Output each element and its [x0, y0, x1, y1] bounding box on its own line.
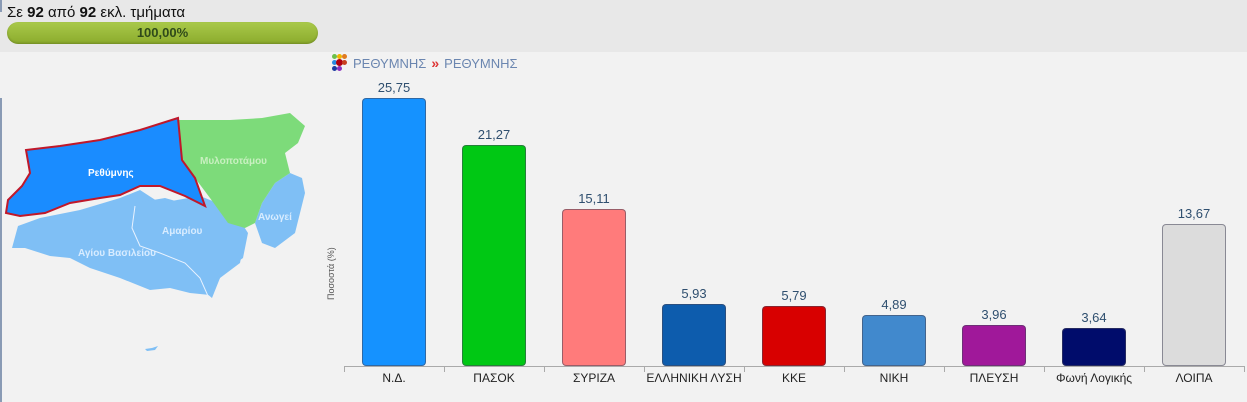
breadcrumb: ΡΕΘΥΜΝΗΣ » ΡΕΘΥΜΝΗΣ	[332, 53, 518, 73]
x-axis-category-label: Ν.Δ.	[382, 371, 406, 385]
map-region-anogeion[interactable]	[255, 173, 305, 248]
bar[interactable]	[462, 145, 526, 366]
bar[interactable]	[1062, 328, 1126, 366]
x-axis-tick	[644, 366, 645, 372]
bar-value-label: 25,75	[377, 80, 411, 95]
map-region-rethymnis[interactable]	[4, 116, 207, 218]
x-axis	[344, 366, 1244, 367]
bar-value-label: 4,89	[881, 297, 907, 312]
bar[interactable]	[562, 209, 626, 366]
counter-prefix: Σε	[7, 4, 23, 21]
bar-value-label: 15,11	[578, 191, 610, 206]
map-islet	[145, 346, 158, 351]
map-label-rethymnis: Ρεθύμνης	[88, 168, 134, 179]
x-axis-tick	[1044, 366, 1045, 372]
bar[interactable]	[862, 315, 926, 366]
progress-label: 100,00%	[136, 25, 189, 40]
breadcrumb-level-2[interactable]: ΡΕΘΥΜΝΗΣ	[444, 55, 518, 71]
left-border	[0, 98, 2, 402]
x-axis-category-label: ΛΟΙΠΑ	[1175, 371, 1213, 385]
x-axis-tick	[1144, 366, 1145, 372]
map-region-amariou[interactable]	[135, 198, 248, 298]
x-axis-tick	[444, 366, 445, 372]
map-label-amariou: Αμαρίου	[162, 226, 203, 237]
bar-value-label: 3,96	[981, 307, 1007, 322]
map-river	[131, 205, 209, 297]
x-axis-tick	[944, 366, 945, 372]
precinct-counter: Σε 92 από 92 εκλ. τμήματα	[7, 4, 185, 21]
results-bar-chart: Ποσοστά (%) 25,75 Ν.Δ. 21,27 ΠΑΣΟΚ 15,11 ΣΥΡΙ…	[320, 60, 1247, 402]
x-axis-tick	[844, 366, 845, 372]
bar[interactable]	[362, 98, 426, 366]
bar[interactable]	[662, 304, 726, 366]
y-axis-label: Ποσοστά (%)	[326, 247, 336, 300]
bar-value-label: 5,79	[781, 288, 807, 303]
counter-suffix: εκλ. τμήματα	[100, 4, 186, 21]
map-label-agiou-vasileiou: Αγίου Βασιλείου	[78, 248, 156, 259]
map-region-mylopotamou[interactable]	[178, 113, 305, 228]
x-axis-category-label: ΚΚΕ	[781, 371, 806, 385]
counting-progress-bar: 100,00%	[7, 22, 318, 44]
bar[interactable]	[962, 325, 1026, 366]
colored-dots-grid-icon	[332, 53, 348, 73]
x-axis-category-label: ΠΛΕΥΣΗ	[969, 371, 1019, 385]
bar-value-label: 3,64	[1081, 310, 1107, 325]
bar[interactable]	[762, 306, 826, 366]
district-map: Ρεθύμνης Μυλοποτάμου Ανωγεί Αμαρίου Αγίο…	[4, 113, 305, 351]
counter-mid: από	[48, 4, 76, 21]
x-axis-tick	[1244, 366, 1245, 372]
map-label-mylopotamou: Μυλοποτάμου	[200, 156, 267, 167]
x-axis-tick	[544, 366, 545, 372]
x-axis-tick	[744, 366, 745, 372]
left-border	[0, 0, 2, 12]
bar-value-label: 13,67	[1177, 206, 1211, 221]
x-axis-category-label: ΣΥΡΙΖΑ	[572, 371, 616, 385]
x-axis-category-label: Φωνή Λογικής	[1055, 371, 1133, 385]
x-axis-category-label: ΕΛΛΗΝΙΚΗ ΛΥΣΗ	[646, 371, 742, 385]
x-axis-tick	[344, 366, 345, 372]
breadcrumb-level-1[interactable]: ΡΕΘΥΜΝΗΣ	[353, 55, 427, 71]
map-label-anogeion: Ανωγεί	[258, 212, 292, 223]
bar-value-label: 5,93	[681, 286, 707, 301]
bar[interactable]	[1162, 224, 1226, 366]
x-axis-category-label: ΝΙΚΗ	[879, 371, 909, 385]
counter-done: 92	[27, 4, 44, 21]
x-axis-category-label: ΠΑΣΟΚ	[473, 371, 515, 385]
breadcrumb-separator: »	[431, 55, 440, 71]
bar-value-label: 21,27	[477, 127, 511, 142]
counter-total: 92	[79, 4, 97, 21]
